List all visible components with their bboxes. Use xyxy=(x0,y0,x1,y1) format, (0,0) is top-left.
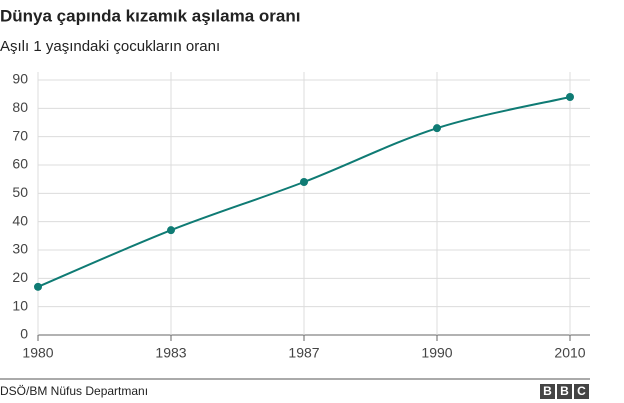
y-tick-label: 50 xyxy=(12,184,28,200)
logo-letter: C xyxy=(577,384,586,398)
logo-letter: B xyxy=(543,384,552,398)
y-tick-label: 70 xyxy=(12,127,28,143)
y-tick-label: 30 xyxy=(12,241,28,257)
x-tick-label: 1990 xyxy=(421,345,452,361)
point xyxy=(167,226,175,235)
x-tick-label: 2010 xyxy=(554,345,585,361)
y-tick-label: 20 xyxy=(12,269,28,285)
x-tick-label: 1983 xyxy=(155,345,186,361)
x-tick-label: 1980 xyxy=(22,345,53,361)
y-tick-label: 0 xyxy=(20,326,28,342)
y-tick-label: 40 xyxy=(12,212,28,228)
point xyxy=(433,124,441,133)
y-tick-label: 80 xyxy=(12,99,28,115)
chart-title: Dünya çapında kızamık aşılama oranı xyxy=(0,6,300,25)
logo-box xyxy=(540,384,555,399)
x-tick-label: 1987 xyxy=(288,345,319,361)
logo-box xyxy=(574,384,589,399)
point xyxy=(300,178,308,186)
chart-subtitle: Aşılı 1 yaşındaki çocukların oranı xyxy=(0,38,220,55)
y-tick-label: 10 xyxy=(12,297,28,313)
logo-letter: B xyxy=(560,384,569,398)
y-tick-label: 90 xyxy=(12,71,28,87)
source: DSÖ/BM Nüfus Departmanı xyxy=(0,384,148,398)
y-tick-label: 60 xyxy=(12,156,28,172)
point xyxy=(34,282,42,291)
point xyxy=(566,93,574,101)
logo-box xyxy=(557,384,572,399)
